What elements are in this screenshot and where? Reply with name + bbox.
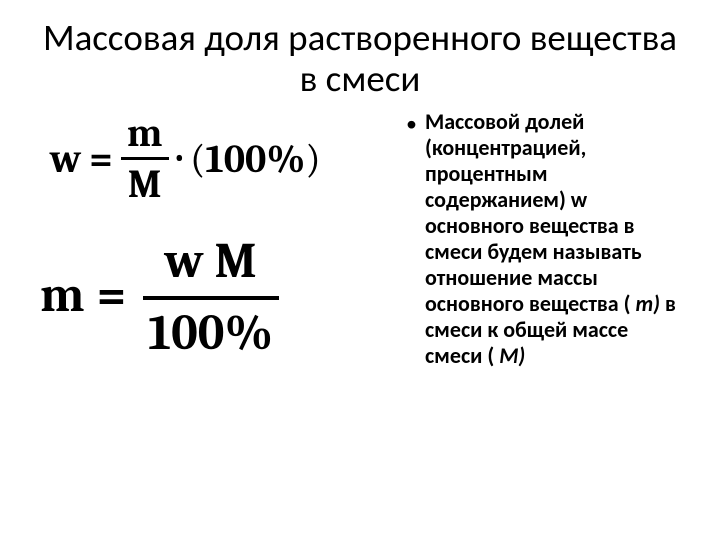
f2-num: w M (143, 232, 279, 300)
f1-fraction: m M (121, 113, 169, 204)
text-column: • Массовой долей (концентрацией, процент… (400, 109, 690, 369)
f1-num: m (121, 113, 169, 160)
definition-text: Массовой долей (концентрацией, процентны… (425, 109, 690, 369)
def-m: m) (635, 290, 660, 317)
f2-eq: = (97, 266, 127, 324)
def-M-big: M) (499, 342, 525, 369)
bullet-marker: • (406, 112, 417, 136)
bullet-item: • Массовой долей (концентрацией, процент… (406, 109, 690, 369)
f2-den: 100% (138, 300, 283, 358)
slide-title: Массовая доля растворенного вещества в с… (30, 18, 690, 99)
content-row: w = m M · (100%) m = w M 100% (30, 109, 690, 369)
f1-close: ) (305, 136, 320, 182)
slide: Массовая доля растворенного вещества в с… (0, 0, 720, 540)
f1-eq: = (89, 136, 113, 182)
f1-open: ( (190, 136, 205, 182)
formula-mass: m = w M 100% (40, 232, 400, 358)
f1-paren-group: (100%) (190, 136, 321, 182)
f2-lhs: m (40, 266, 85, 324)
f1-den: M (122, 160, 168, 204)
formula-column: w = m M · (100%) m = w M 100% (30, 109, 400, 358)
formula-mass-fraction: w = m M · (100%) (50, 113, 400, 204)
def-part-1: Массовой долей (концентрацией, процентны… (425, 108, 642, 317)
f1-lhs: w (50, 136, 81, 182)
f1-dot: · (177, 134, 183, 180)
f1-val: 100% (205, 136, 305, 182)
f2-fraction: w M 100% (138, 232, 283, 358)
